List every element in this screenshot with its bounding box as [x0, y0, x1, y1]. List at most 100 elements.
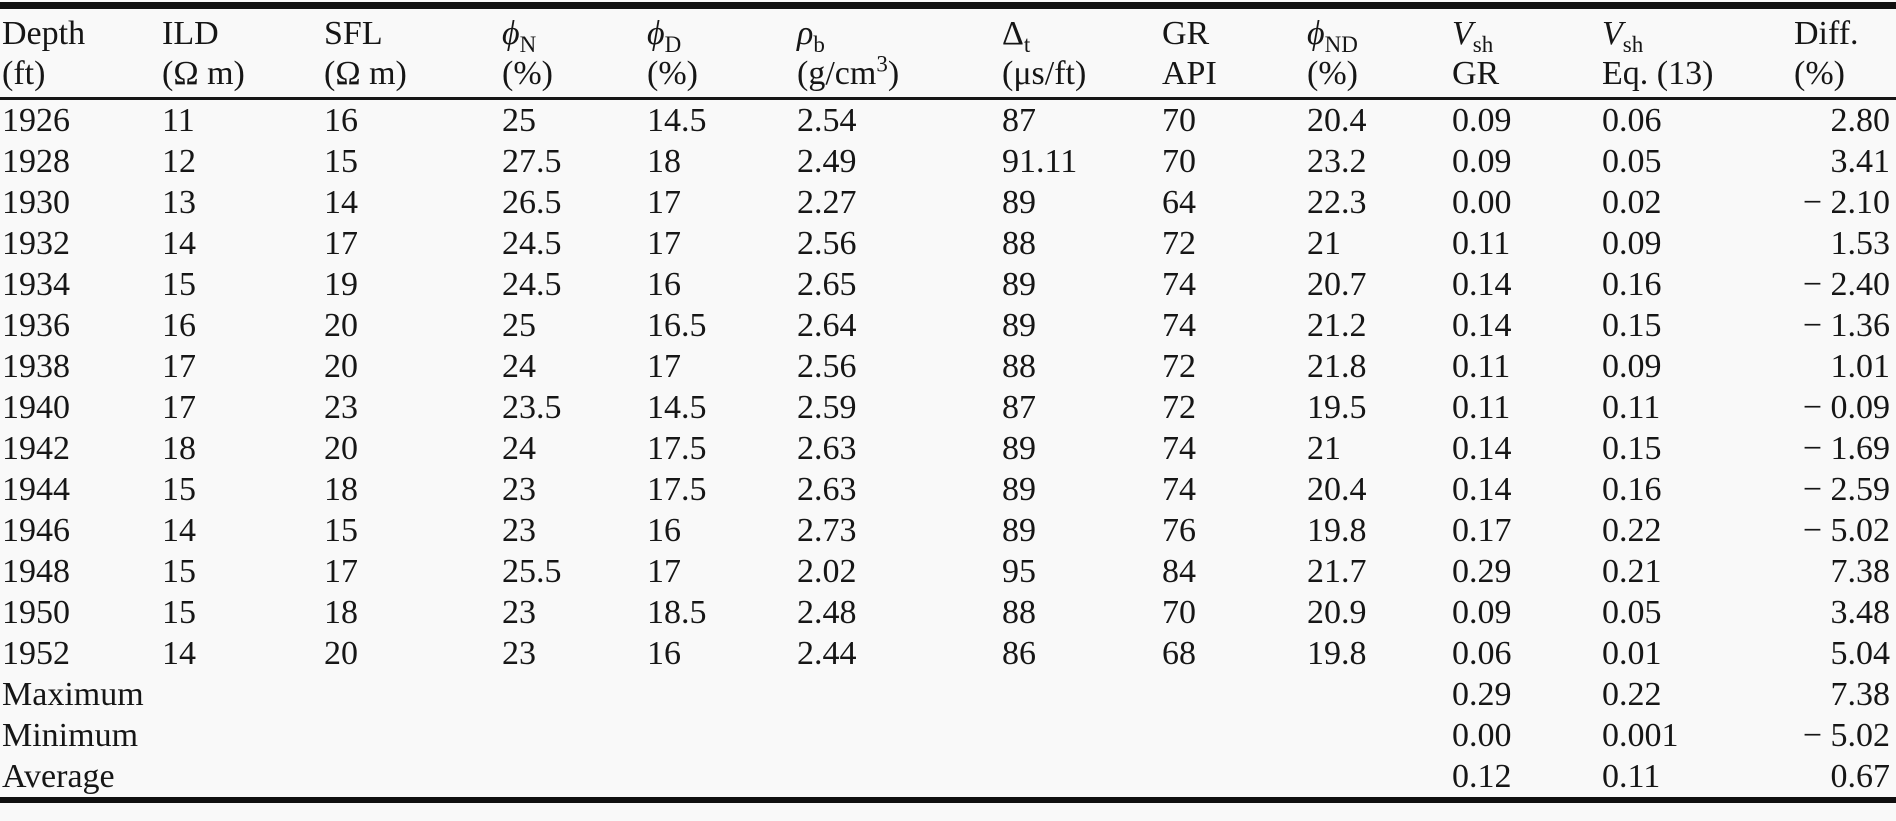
cell-delta-t: 89	[1002, 470, 1036, 508]
cell-phi-d: 18.5	[647, 593, 707, 631]
cell-rho-b	[795, 756, 1000, 797]
cell-depth: 1942	[2, 429, 70, 467]
cell-gr: 72	[1162, 347, 1196, 385]
column-header-text: ILD	[162, 14, 219, 52]
column-header-line: GR	[1452, 54, 1600, 94]
cell-rho-b: 2.63	[797, 470, 857, 508]
cell-depth: 1936	[2, 306, 70, 344]
cell-depth: 1944	[2, 470, 70, 508]
cell-gr: 74	[1162, 429, 1196, 467]
table-row: 1926 11 16 25 14.5 2.54 87 70 20.4 0.09 0.06 2.80	[0, 98, 1896, 141]
column-header-line: ϕN	[502, 14, 645, 56]
column-header-line: ϕND	[1307, 14, 1450, 56]
cell-rho-b: 2.02	[797, 552, 857, 590]
column-header-text: sh	[1622, 31, 1644, 57]
cell-vsh-eq13: 0.22	[1602, 511, 1662, 549]
cell-vsh-gr: 0.14	[1452, 306, 1512, 344]
column-header-text: (g/cm	[797, 54, 877, 92]
cell-phi-d: 14.5	[647, 101, 707, 139]
cell-depth: 1930	[2, 183, 70, 221]
cell-diff: 0.67	[1830, 757, 1891, 795]
cell-phi-n	[500, 674, 645, 715]
cell-vsh-eq13: 0.06	[1602, 101, 1662, 139]
cell-ild: 18	[162, 429, 196, 467]
cell-phi-nd: 20.9	[1307, 593, 1367, 631]
cell-rho-b	[795, 715, 1000, 756]
cell-diff: − 5.02	[1802, 511, 1890, 549]
cell-sfl: 23	[324, 388, 358, 426]
cell-phi-n: 27.5	[502, 142, 562, 180]
cell-vsh-gr: 0.12	[1452, 757, 1512, 795]
column-header-line: Vsh	[1602, 14, 1770, 57]
cell-vsh-gr: 0.11	[1452, 224, 1511, 262]
cell-phi-d: 18	[647, 142, 681, 180]
cell-phi-nd	[1305, 715, 1450, 756]
cell-sfl	[322, 674, 500, 715]
cell-gr: 68	[1162, 634, 1196, 672]
cell-phi-d: 17.5	[647, 429, 707, 467]
column-header-text: Depth	[2, 14, 86, 52]
cell-depth: 1932	[2, 224, 70, 262]
cell-vsh-eq13: 0.05	[1602, 593, 1662, 631]
cell-sfl: 18	[324, 593, 358, 631]
cell-vsh-gr: 0.14	[1452, 265, 1512, 303]
cell-diff: 5.04	[1830, 634, 1891, 672]
cell-ild: 17	[162, 347, 196, 385]
cell-rho-b: 2.65	[797, 265, 857, 303]
cell-delta-t	[1000, 674, 1160, 715]
cell-sfl	[322, 756, 500, 797]
cell-ild: 16	[162, 306, 196, 344]
column-header-line: ILD	[162, 14, 322, 54]
cell-gr	[1160, 715, 1305, 756]
cell-vsh-gr: 0.00	[1452, 716, 1512, 754]
column-header-line: Depth	[2, 14, 160, 54]
column-header-text: sh	[1472, 31, 1494, 57]
cell-phi-nd: 19.5	[1307, 388, 1367, 426]
cell-phi-n: 23	[502, 511, 536, 549]
table-row: 1942 18 20 24 17.5 2.63 89 74 21 0.14 0.15 − 1.69	[0, 428, 1896, 469]
column-header-rho-b: ρb (g/cm3)	[795, 9, 1000, 100]
column-header-text: GR	[1162, 14, 1210, 52]
cell-sfl: 20	[324, 347, 358, 385]
cell-vsh-eq13: 0.01	[1602, 634, 1662, 672]
cell-ild	[160, 715, 322, 756]
column-header-line: ϕD	[647, 14, 795, 57]
column-header-text: ϕ	[502, 14, 520, 52]
cell-vsh-eq13: 0.22	[1602, 675, 1662, 713]
column-header-text: D	[664, 31, 682, 57]
cell-rho-b: 2.48	[797, 593, 857, 631]
cell-phi-nd: 21	[1307, 224, 1341, 262]
cell-depth: 1948	[2, 552, 70, 590]
cell-depth: Average	[2, 757, 115, 795]
cell-phi-n: 24.5	[502, 265, 562, 303]
table-row: 1952 14 20 23 16 2.44 86 68 19.8 0.06 0.01 5.04	[0, 633, 1896, 674]
column-header-line: (μs/ft)	[1002, 54, 1160, 94]
cell-sfl: 20	[324, 306, 358, 344]
cell-phi-n: 24.5	[502, 224, 562, 262]
cell-phi-nd: 21.8	[1307, 347, 1367, 385]
cell-ild: 14	[162, 511, 196, 549]
column-header-text: (μs/ft)	[1002, 54, 1087, 92]
column-header-text: (%)	[1307, 54, 1358, 92]
cell-diff: 3.48	[1830, 593, 1891, 631]
cell-diff: − 1.36	[1802, 306, 1890, 344]
column-header-vsh-eq13: Vsh Eq. (13)	[1600, 9, 1770, 100]
cell-phi-n: 24	[502, 347, 536, 385]
cell-phi-nd: 19.8	[1307, 511, 1367, 549]
cell-vsh-gr: 0.14	[1452, 470, 1512, 508]
cell-depth: 1946	[2, 511, 70, 549]
cell-phi-n: 25	[502, 101, 536, 139]
cell-sfl: 15	[324, 511, 358, 549]
column-header-text: GR	[1452, 54, 1500, 92]
cell-delta-t: 89	[1002, 183, 1036, 221]
cell-delta-t: 95	[1002, 552, 1036, 590]
column-header-delta-t: Δt (μs/ft)	[1000, 9, 1160, 100]
cell-rho-b	[795, 674, 1000, 715]
cell-rho-b: 2.54	[797, 101, 857, 139]
cell-phi-d: 17	[647, 347, 681, 385]
cell-phi-nd: 19.8	[1307, 634, 1367, 672]
table-row: 1950 15 18 23 18.5 2.48 88 70 20.9 0.09 0.05 3.48	[0, 592, 1896, 633]
column-header-text: Diff.	[1794, 14, 1859, 52]
column-header-text: (%)	[1794, 54, 1845, 92]
column-header-text: ϕ	[647, 14, 665, 52]
